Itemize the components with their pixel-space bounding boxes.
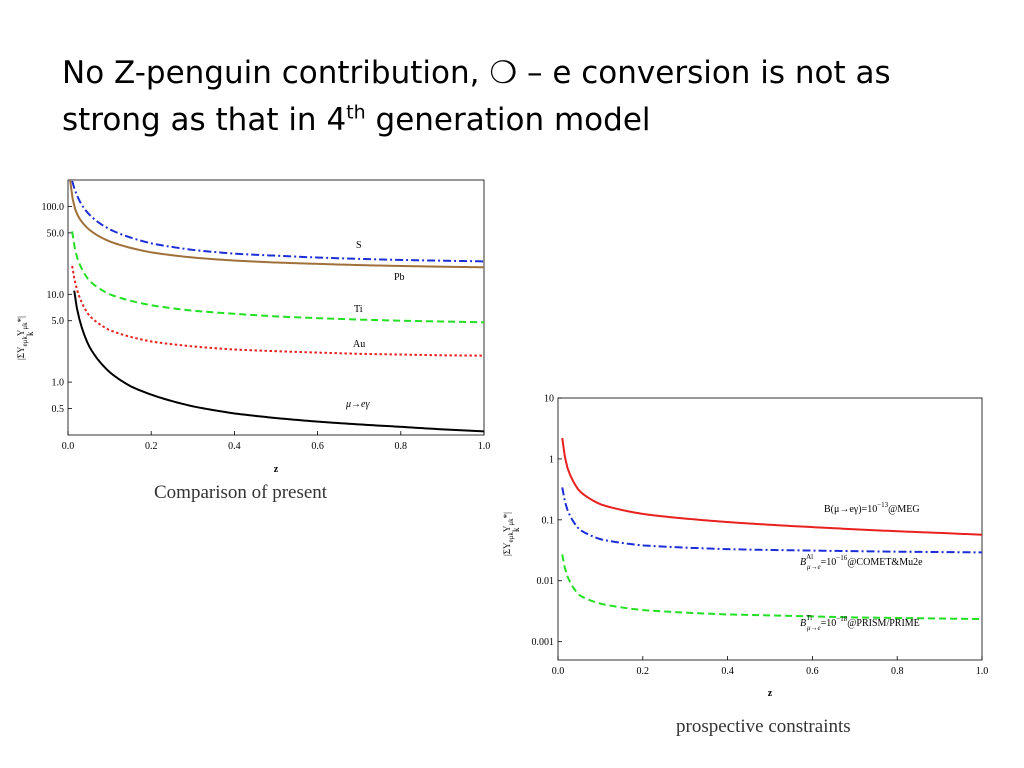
y-tick-label: 1.0 xyxy=(52,378,65,389)
series-group xyxy=(561,437,982,621)
y-axis-title-main: |ΣY xyxy=(502,542,512,556)
label-comet: BAl μ→e=10−16@COMET&Mu2e xyxy=(800,553,923,571)
label-meg-exp: −13 xyxy=(877,501,888,509)
x-axis-title: z xyxy=(768,688,773,699)
title-text-2: – e conversion is not as xyxy=(517,55,891,91)
label-prism: BTi μ→e=10−18@PRISM/PRIME xyxy=(800,614,920,632)
caption-right: prospective constraints xyxy=(676,716,851,737)
x-tick-label: 0.6 xyxy=(806,666,819,677)
y-tick-label: 0.1 xyxy=(542,515,555,526)
series-line-0 xyxy=(561,437,982,536)
y-axis-title-main: |ΣY xyxy=(16,346,26,360)
slide-title: No Z-penguin contribution, ❍ – e convers… xyxy=(62,50,992,144)
x-tick-label: 0.6 xyxy=(311,441,324,452)
label-prism-sup: Ti xyxy=(806,614,812,622)
label-comet-B: B xyxy=(800,557,806,568)
x-axis-title: z xyxy=(274,464,279,475)
label-comet-sub: μ→e xyxy=(807,563,821,571)
tick-group: 0.0 0.2 0.4 0.6 0.8 1.0 0.001 0.01 0.1 1 10 xyxy=(532,394,989,678)
x-tick-label: 0.4 xyxy=(721,666,734,677)
y-tick-label: 10.0 xyxy=(47,290,65,301)
series-line-0 xyxy=(71,180,484,263)
y-axis-title: |ΣYeμkYμk*| xyxy=(16,316,29,360)
label-Ti: Ti xyxy=(354,304,363,315)
y-tick-label: 0.5 xyxy=(52,404,65,415)
plot-frame xyxy=(67,179,485,436)
label-comet-eq: =10 xyxy=(821,557,837,568)
caption-left: Comparison of present xyxy=(154,482,328,503)
x-tick-label: 0.0 xyxy=(62,441,75,452)
series-group xyxy=(69,180,484,433)
label-comet-tail: @COMET&Mu2e xyxy=(847,557,923,568)
y-axis-title-end-sub: μk xyxy=(507,518,515,526)
bullet-circle-icon: ❍ xyxy=(489,55,518,91)
y-axis-title-end: Y xyxy=(16,329,26,336)
y-tick-label: 50.0 xyxy=(47,228,65,239)
y-tick-label: 1 xyxy=(549,454,554,465)
label-Au: Au xyxy=(353,339,365,350)
label-prism-B: B xyxy=(800,618,806,629)
title-superscript: th xyxy=(346,101,366,124)
series-line-3 xyxy=(71,265,484,357)
series-line-1 xyxy=(69,180,484,269)
y-tick-label: 5.0 xyxy=(52,316,65,327)
label-prism-sub: μ→e xyxy=(807,624,821,632)
y-tick-label: 10 xyxy=(544,394,554,405)
series-line-2 xyxy=(561,554,982,621)
tick-group: 0.0 0.2 0.4 0.6 0.8 1.0 0.5 1.0 5.0 10.0 50.0 100.0 xyxy=(42,202,491,452)
label-Pb: Pb xyxy=(394,272,405,283)
y-axis-title-close: *| xyxy=(502,512,512,519)
y-axis-title: |ΣYeμkYμk*| xyxy=(502,512,515,556)
y-axis-title-sub: k xyxy=(511,527,521,532)
x-tick-label: 1.0 xyxy=(976,666,989,677)
label-prism-eq: =10 xyxy=(821,618,837,629)
x-tick-label: 0.2 xyxy=(637,666,650,677)
plot-frame xyxy=(557,397,983,661)
x-tick-label: 1.0 xyxy=(478,441,491,452)
label-prism-tail: @PRISM/PRIME xyxy=(847,618,920,629)
label-prism-exp: −18 xyxy=(836,615,847,623)
title-text-3: strong as that in 4 xyxy=(62,102,347,138)
x-tick-label: 0.8 xyxy=(891,666,904,677)
label-comet-sup: Al xyxy=(806,553,813,561)
x-tick-label: 0.8 xyxy=(395,441,408,452)
x-tick-label: 0.4 xyxy=(228,441,241,452)
x-tick-label: 0.0 xyxy=(552,666,565,677)
y-tick-label: 0.001 xyxy=(532,637,555,648)
title-text-1: No Z-penguin contribution, xyxy=(62,55,490,91)
x-tick-label: 0.2 xyxy=(145,441,158,452)
label-mu-e-gamma: μ→eγ xyxy=(345,399,370,410)
title-text-4: generation model xyxy=(365,102,651,138)
label-comet-exp: −16 xyxy=(836,554,847,562)
y-axis-title-tail: eμk xyxy=(21,336,29,347)
label-meg: B(μ→eγ)=10−13@MEG xyxy=(824,501,920,515)
prospective-chart: 0.0 0.2 0.4 0.6 0.8 1.0 0.001 0.01 0.1 1 10 z |ΣYe… xyxy=(502,394,989,700)
y-axis-title-end-sub: μk xyxy=(21,322,29,330)
label-meg-tail: @MEG xyxy=(888,504,919,515)
comparison-chart: 0.0 0.2 0.4 0.6 0.8 1.0 0.5 1.0 5.0 10.0 50.0 100.0… xyxy=(16,179,491,475)
label-S: S xyxy=(356,240,362,251)
label-meg-main: B(μ→eγ)=10 xyxy=(824,504,877,515)
y-axis-title-close: *| xyxy=(16,316,26,323)
y-tick-label: 0.01 xyxy=(537,576,555,587)
series-line-1 xyxy=(561,487,982,554)
y-tick-label: 100.0 xyxy=(42,202,65,213)
series-line-4 xyxy=(73,290,484,433)
y-axis-title-sub: k xyxy=(25,331,35,336)
y-axis-title-end: Y xyxy=(502,525,512,532)
y-axis-title-tail: eμk xyxy=(507,532,515,543)
series-line-2 xyxy=(71,231,484,324)
